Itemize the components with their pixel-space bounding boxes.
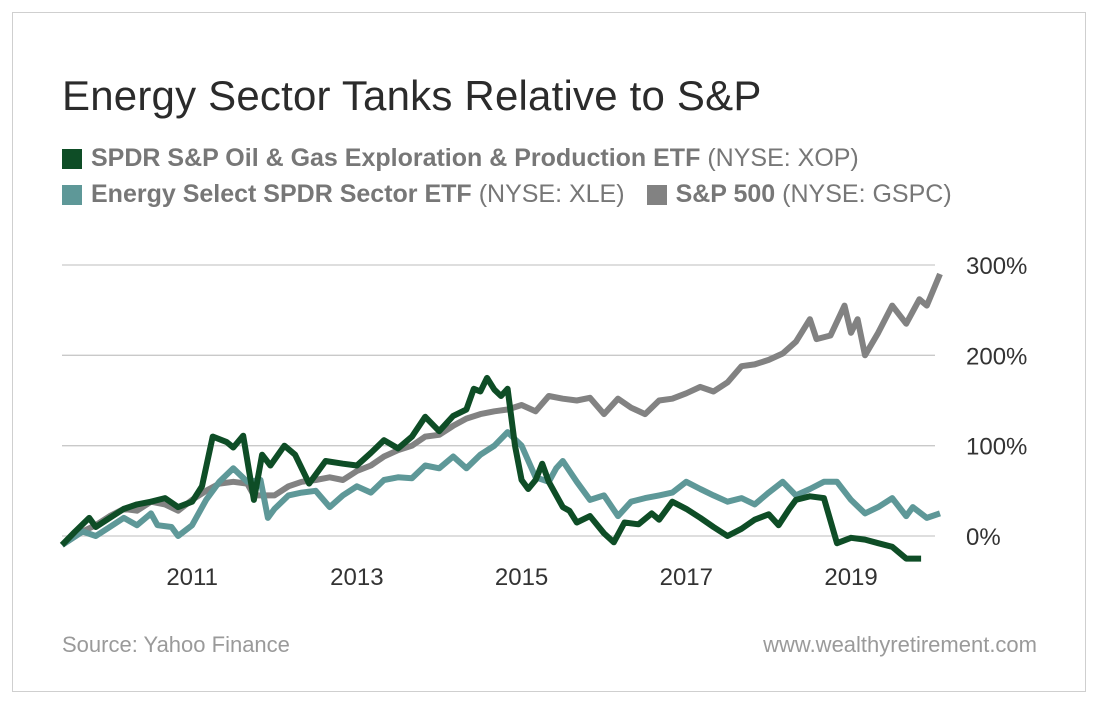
- source-note: Source: Yahoo Finance: [62, 632, 290, 657]
- chart-title: Energy Sector Tanks Relative to S&P: [62, 72, 762, 119]
- legend-row-1: SPDR S&P Oil & Gas Exploration & Product…: [62, 144, 881, 173]
- x-tick-label: 2017: [660, 564, 713, 591]
- legend-ticker-gspc: (NYSE: GSPC): [782, 180, 952, 208]
- legend-ticker-xle: (NYSE: XLE): [478, 180, 625, 208]
- legend-swatch-xle: [62, 184, 82, 205]
- x-tick-label: 2019: [824, 564, 877, 591]
- legend-item-xop: SPDR S&P Oil & Gas Exploration & Product…: [62, 144, 859, 173]
- legend-item-xle: Energy Select SPDR Sector ETF (NYSE: XLE…: [62, 180, 625, 209]
- x-tick-label: 2013: [330, 564, 383, 591]
- legend-row-2: Energy Select SPDR Sector ETF (NYSE: XLE…: [62, 180, 974, 209]
- legend-label-gspc: S&P 500: [675, 180, 776, 208]
- chart-frame: [12, 12, 1086, 692]
- gspc-line: [60, 272, 943, 548]
- x-tick-label: 2015: [495, 564, 548, 591]
- website-credit: www.wealthyretirement.com: [763, 632, 1037, 657]
- x-tick-label: 2011: [166, 564, 218, 591]
- y-tick-label: 0%: [966, 524, 1001, 551]
- xop-line: [59, 374, 922, 562]
- legend-ticker-xop: (NYSE: XOP): [707, 144, 859, 172]
- legend-item-gspc: S&P 500 (NYSE: GSPC): [646, 180, 952, 209]
- legend-label-xop: SPDR S&P Oil & Gas Exploration & Product…: [91, 144, 701, 172]
- legend-swatch-gspc: [646, 184, 667, 205]
- y-tick-label: 300%: [966, 253, 1027, 280]
- y-tick-label: 100%: [966, 434, 1027, 461]
- y-tick-label: 200%: [966, 343, 1027, 370]
- legend-label-xle: Energy Select SPDR Sector ETF: [91, 180, 472, 208]
- xle-line: [60, 429, 941, 548]
- legend-swatch-xop: [62, 148, 82, 169]
